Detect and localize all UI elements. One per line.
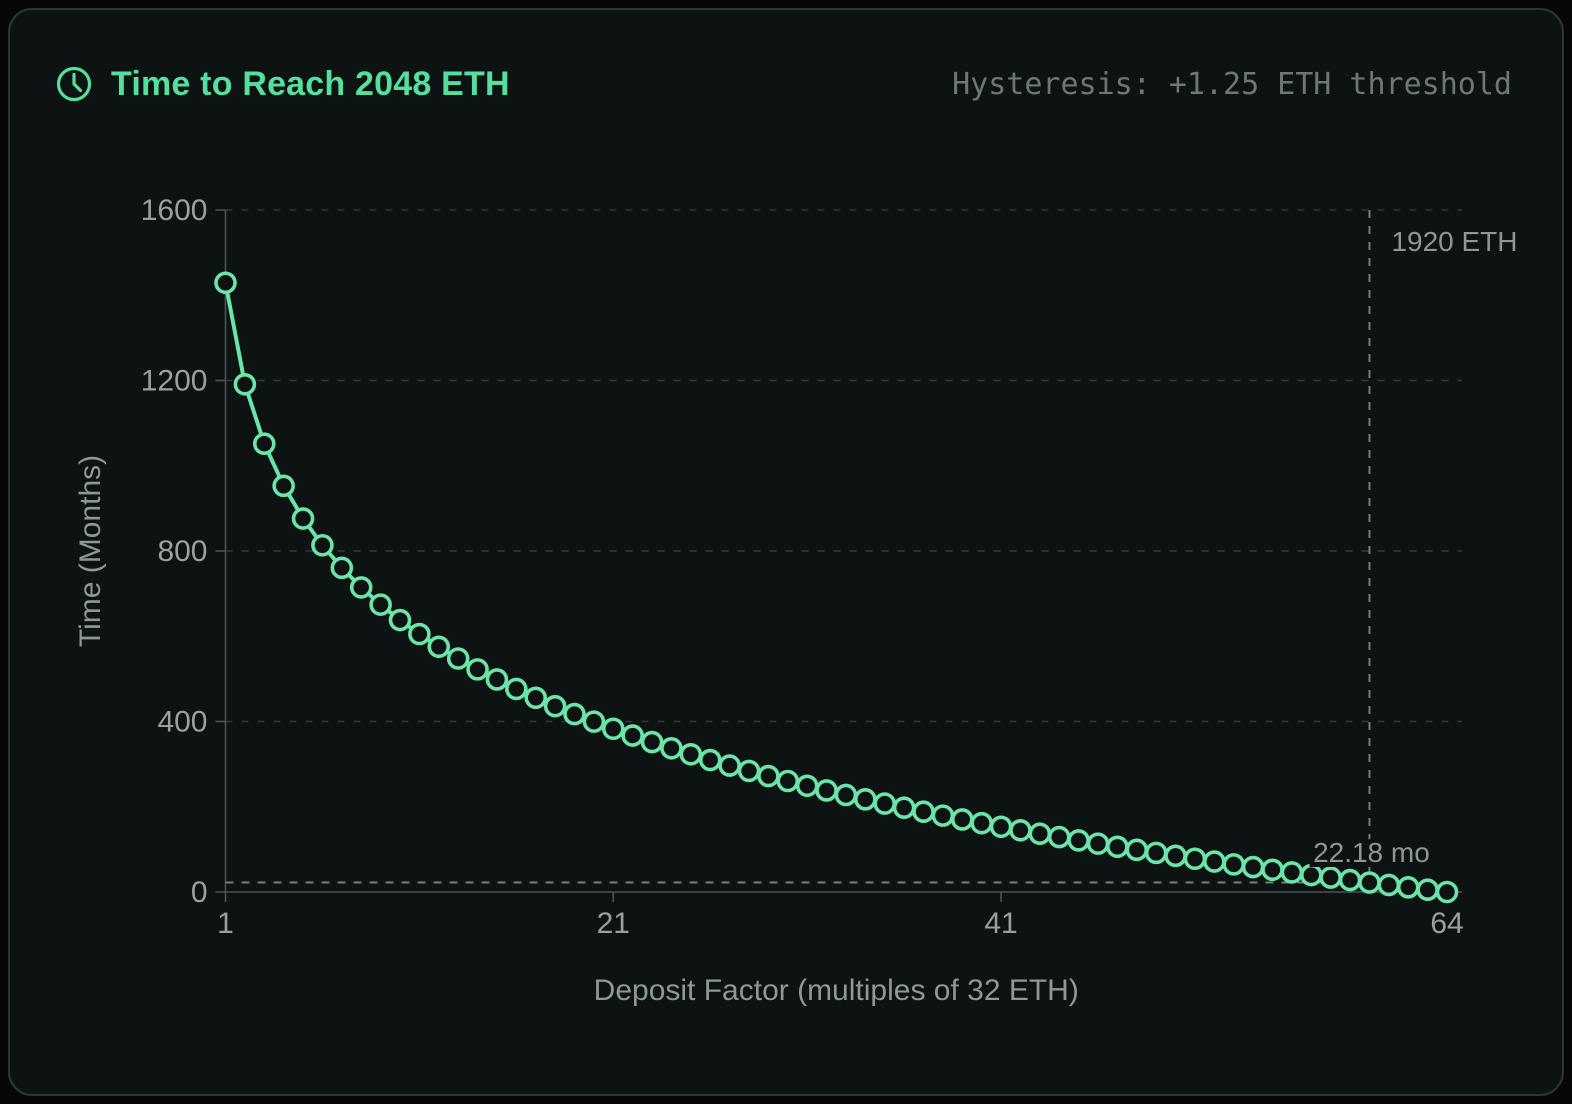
data-point — [485, 668, 509, 691]
data-point — [524, 686, 548, 710]
chart-header: Time to Reach 2048 ETH Hysteresis: +1.25… — [55, 60, 1512, 108]
data-point — [1144, 841, 1168, 865]
data-point — [311, 533, 334, 557]
data-point — [1280, 861, 1304, 884]
data-point — [1299, 863, 1323, 887]
data-point — [1203, 850, 1226, 873]
data-point — [466, 658, 489, 681]
data-point — [1241, 855, 1265, 879]
clock-icon — [56, 66, 92, 102]
y-tick-label: 1200 — [141, 365, 208, 398]
data-point — [1086, 832, 1110, 855]
data-point — [291, 507, 315, 530]
data-point — [950, 808, 974, 831]
data-point — [1396, 876, 1420, 899]
data-point — [1319, 866, 1342, 889]
data-point — [1261, 858, 1284, 882]
data-point — [815, 779, 838, 802]
data-point — [1416, 878, 1439, 901]
data-point — [1009, 818, 1032, 842]
y-tick-label: 1600 — [141, 194, 208, 227]
data-point — [1164, 844, 1187, 868]
data-point — [1435, 880, 1459, 904]
data-point — [1028, 822, 1052, 846]
x-tick-label: 64 — [1430, 907, 1463, 940]
data-point — [1067, 829, 1090, 852]
data-point — [1047, 825, 1071, 849]
data-point — [272, 474, 295, 498]
data-point — [718, 754, 741, 777]
data-point — [349, 576, 373, 599]
y-axis-title: Time (Months) — [74, 455, 107, 647]
x-tick-label: 1 — [217, 907, 234, 940]
data-point — [679, 742, 703, 766]
data-point — [834, 783, 858, 807]
data-point — [408, 622, 431, 646]
y-tick-label: 400 — [157, 706, 207, 739]
data-point — [1377, 873, 1401, 897]
data-point — [601, 717, 625, 741]
chart-title: Time to Reach 2048 ETH — [111, 64, 510, 103]
data-point — [214, 271, 237, 295]
data-point — [640, 730, 664, 754]
data-point — [427, 635, 451, 659]
data-point — [795, 774, 819, 798]
data-point — [543, 694, 567, 718]
data-point — [1358, 871, 1381, 894]
data-point — [369, 593, 392, 616]
vline-label-1920eth: 1920 ETH — [1391, 226, 1517, 257]
data-point — [1183, 847, 1207, 871]
data-point — [737, 759, 761, 783]
data-point — [1338, 868, 1362, 892]
data-point — [252, 432, 276, 456]
data-point — [505, 677, 528, 701]
chart-card — [8, 8, 1564, 1096]
data-point — [582, 710, 606, 733]
data-point — [446, 647, 470, 670]
y-tick-label: 800 — [157, 535, 207, 568]
data-point — [854, 788, 877, 811]
hline-label-2218mo: 22.18 mo — [1313, 837, 1430, 868]
data-point — [873, 792, 897, 815]
data-point — [388, 608, 412, 632]
hysteresis-note: Hysteresis: +1.25 ETH threshold — [952, 66, 1512, 102]
y-tick-label: 0 — [191, 876, 208, 909]
data-point — [660, 737, 683, 760]
data-point — [621, 724, 644, 747]
data-point — [1106, 835, 1129, 859]
data-point — [776, 769, 800, 793]
x-tick-label: 21 — [597, 907, 630, 940]
data-point — [698, 748, 722, 772]
data-point — [912, 800, 935, 824]
data-point — [931, 804, 955, 827]
data-point — [892, 796, 916, 820]
data-point — [1125, 838, 1149, 862]
data-point — [233, 372, 257, 396]
x-axis-title: Deposit Factor (multiples of 32 ETH) — [594, 974, 1079, 1007]
data-point — [1222, 853, 1246, 876]
x-tick-label: 41 — [984, 907, 1017, 940]
data-point — [757, 764, 780, 788]
data-point — [330, 556, 354, 580]
data-point — [989, 815, 1013, 839]
data-point — [970, 811, 993, 835]
data-point — [563, 702, 586, 726]
